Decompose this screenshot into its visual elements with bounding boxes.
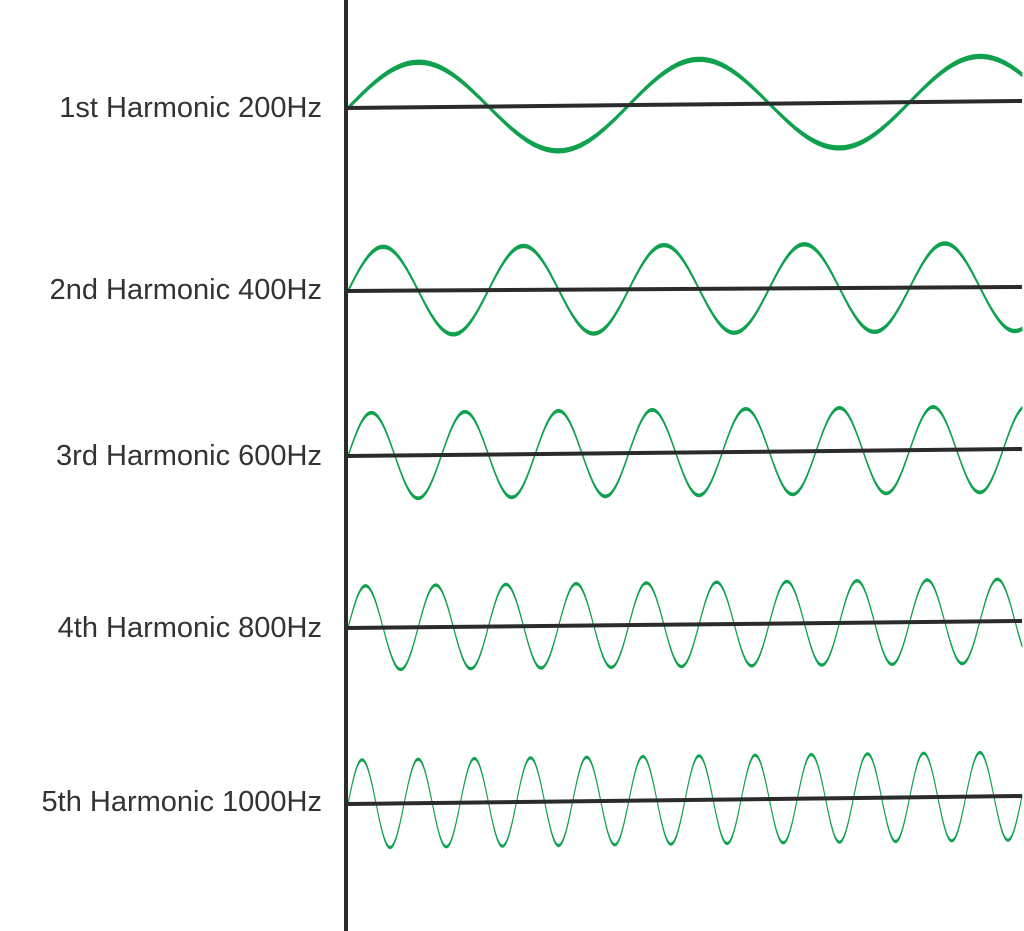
baseline	[347, 619, 1023, 630]
sine-wave	[347, 577, 1023, 672]
harmonic-label: 3rd Harmonic 600Hz	[56, 440, 322, 472]
harmonic-rows: 1st Harmonic 200Hz 2nd Harmonic 400Hz 3rd …	[42, 53, 1023, 850]
sine-wave	[347, 53, 1023, 154]
harmonic-label: 5th Harmonic 1000Hz	[42, 786, 322, 818]
baseline	[347, 447, 1023, 458]
baseline	[347, 99, 1023, 110]
harmonic-row: 2nd Harmonic 400Hz	[50, 241, 1023, 337]
harmonic-label: 1st Harmonic 200Hz	[59, 92, 322, 124]
sine-wave	[347, 405, 1023, 501]
harmonic-row: 4th Harmonic 800Hz	[58, 577, 1023, 672]
harmonic-label: 4th Harmonic 800Hz	[58, 612, 322, 644]
harmonic-label: 2nd Harmonic 400Hz	[50, 274, 322, 306]
harmonic-row: 1st Harmonic 200Hz	[59, 53, 1023, 154]
sine-wave	[347, 241, 1023, 337]
harmonic-row: 5th Harmonic 1000Hz	[42, 750, 1023, 850]
baseline	[347, 285, 1023, 293]
harmonic-row: 3rd Harmonic 600Hz	[56, 405, 1023, 501]
baseline	[347, 794, 1023, 806]
